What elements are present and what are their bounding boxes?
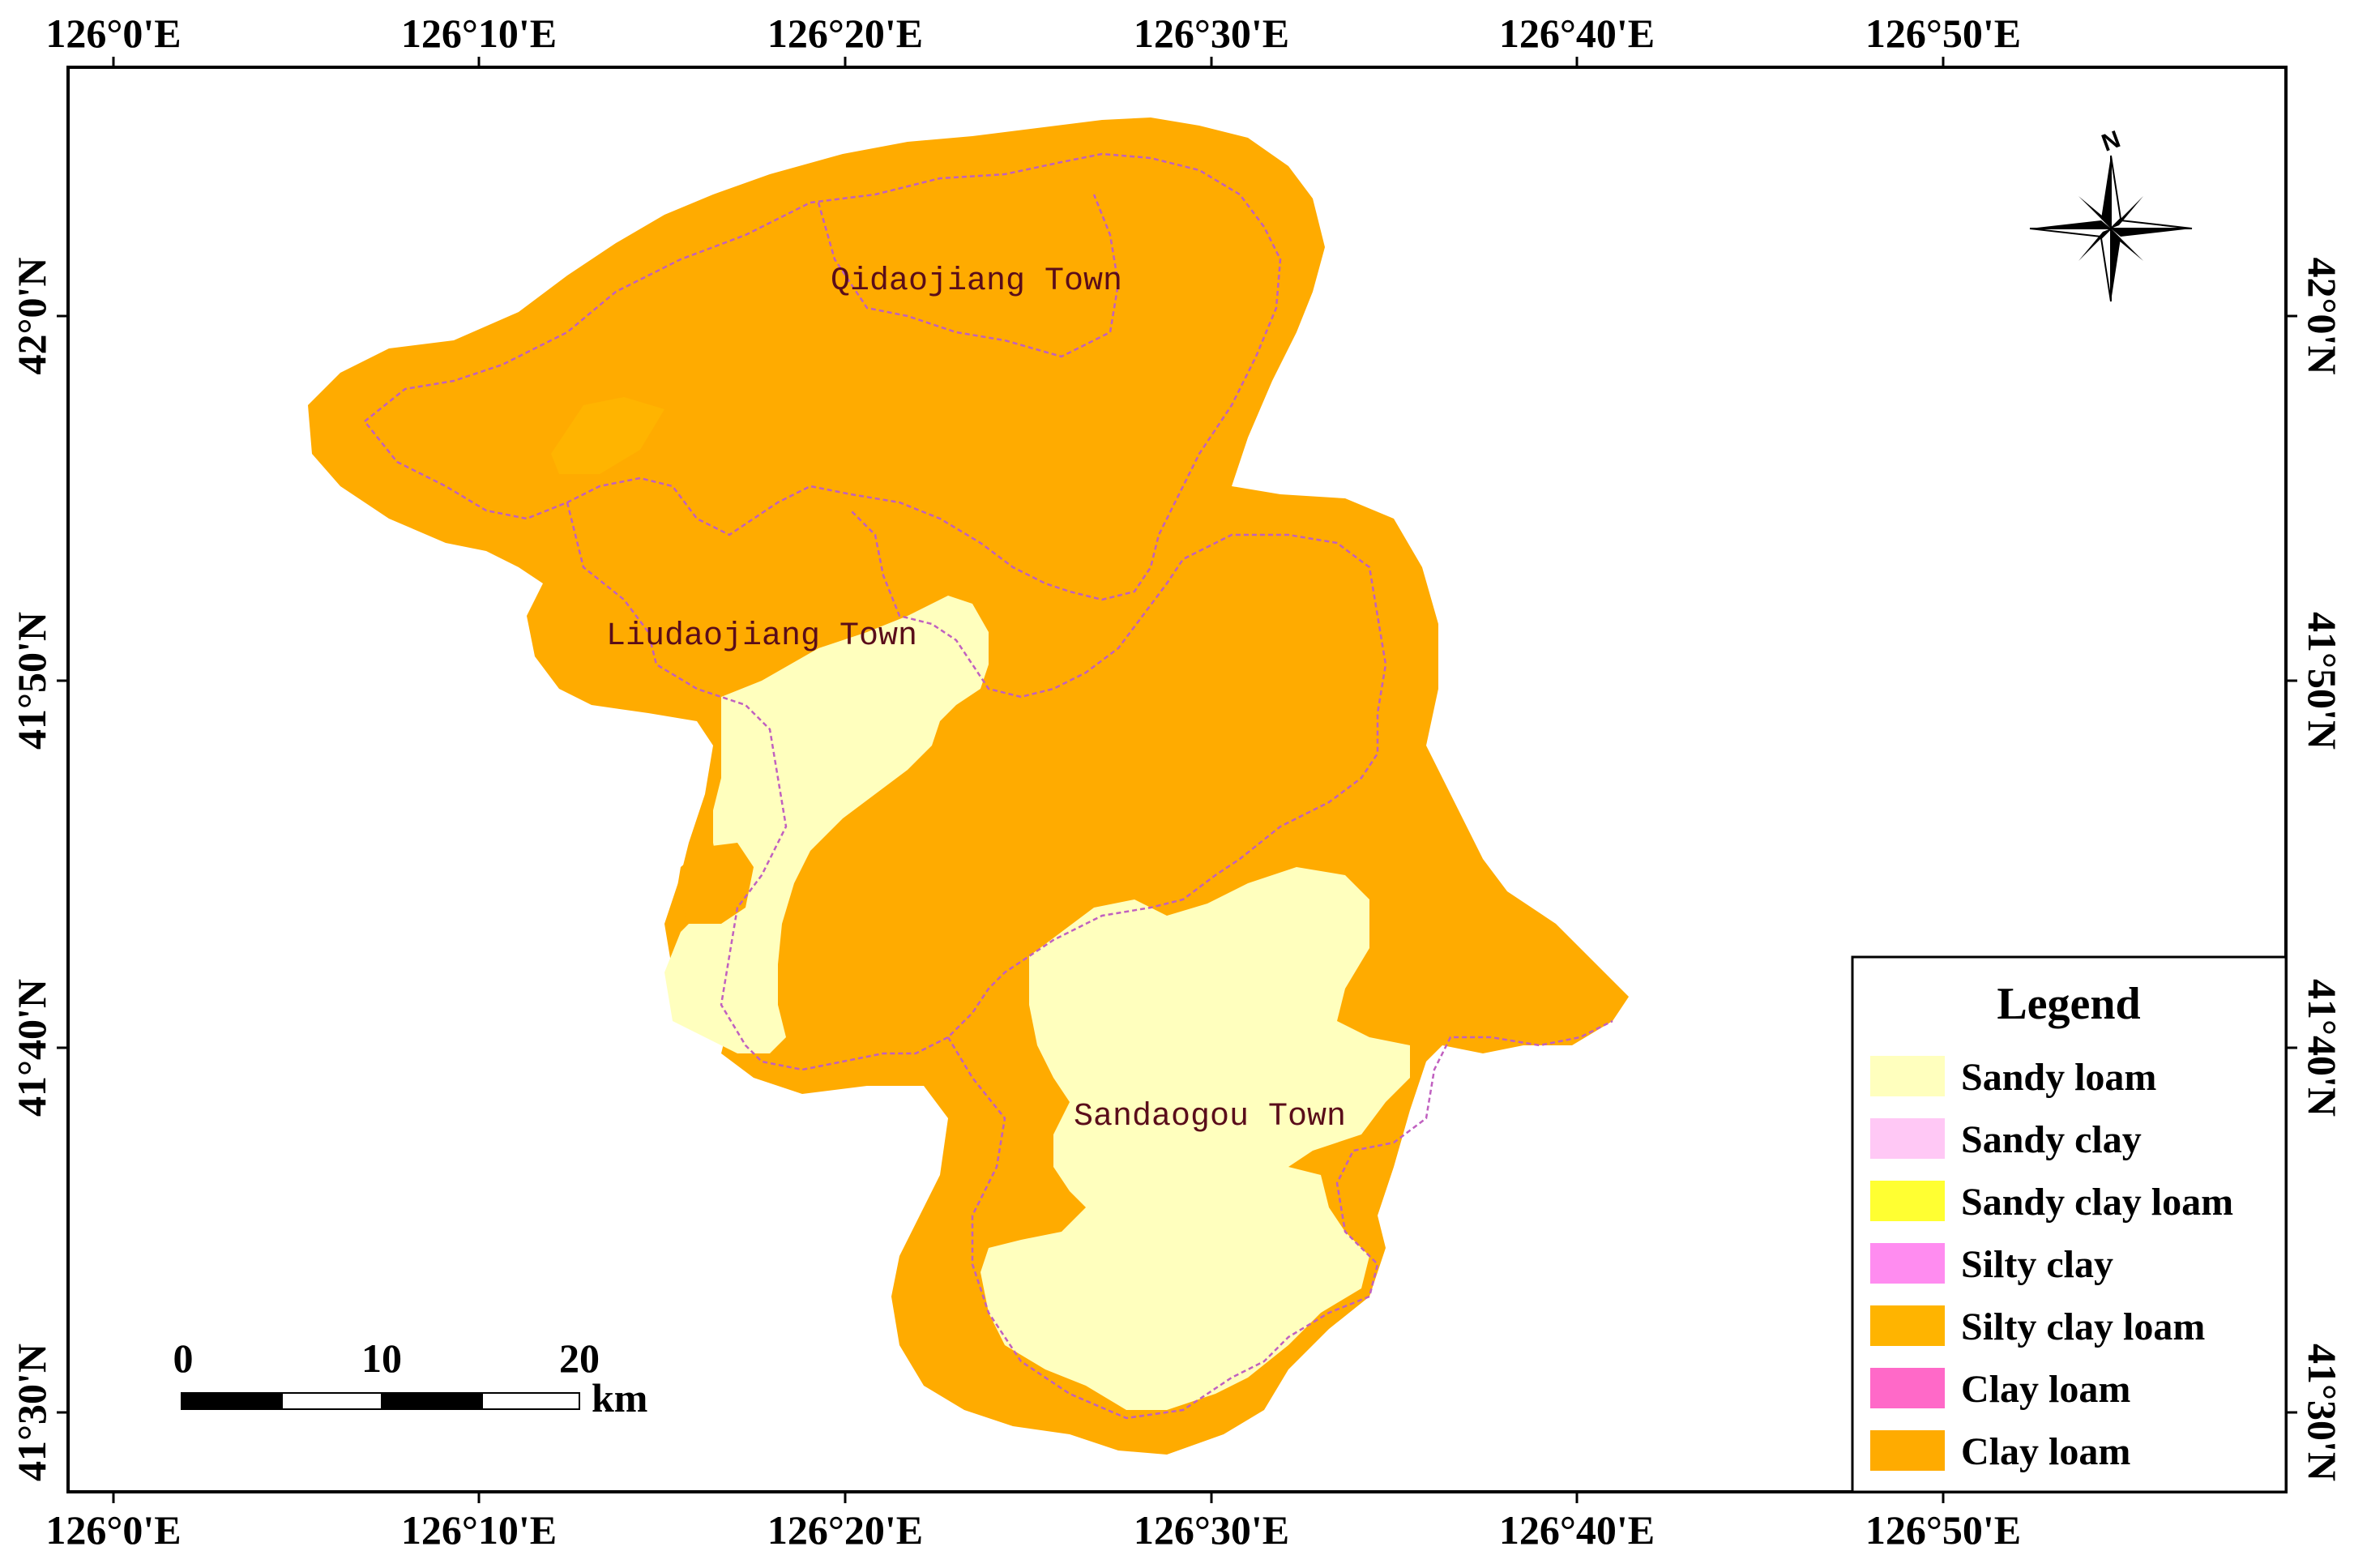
legend-title: Legend xyxy=(1997,979,2140,1029)
lon-label-top: 126°30'E xyxy=(1134,11,1289,56)
scale-bar: 0 10 20 km xyxy=(173,1335,648,1421)
north-arrow-icon: N xyxy=(2029,126,2193,302)
clay-loam-lobe-west xyxy=(677,843,754,924)
sandy-loam-region-liudaojiang xyxy=(664,596,989,1053)
legend-label: Clay loam xyxy=(1961,1368,2130,1411)
lon-label-bottom: 126°20'E xyxy=(767,1507,923,1553)
legend: Legend Sandy loam Sandy clay Sandy clay … xyxy=(1851,955,2288,1493)
sandy-loam-region-sandaogou xyxy=(980,867,1410,1410)
bottom-longitude-labels: 126°0'E 126°10'E 126°20'E 126°30'E 126°4… xyxy=(45,1507,2021,1553)
lat-label-right: 42°0'N xyxy=(2300,258,2345,375)
legend-label: Sandy loam xyxy=(1961,1056,2156,1099)
lon-label-top: 126°10'E xyxy=(401,11,557,56)
lat-label-right: 41°50'N xyxy=(2300,612,2345,750)
legend-label: Silty clay loam xyxy=(1961,1305,2205,1348)
lat-label-left: 41°50'N xyxy=(9,612,54,750)
legend-label: Sandy clay loam xyxy=(1961,1181,2233,1224)
legend-swatch xyxy=(1870,1430,1945,1471)
lat-label-left: 41°30'N xyxy=(9,1344,54,1481)
lon-label-bottom: 126°0'E xyxy=(45,1507,181,1553)
study-area xyxy=(308,117,1629,1455)
scale-label: 0 xyxy=(173,1335,194,1381)
legend-swatch xyxy=(1870,1181,1945,1221)
town-label-qidaojiang: Qidaojiang Town xyxy=(831,263,1122,300)
lat-label-left: 42°0'N xyxy=(9,258,54,375)
left-latitude-labels: 42°0'N 41°50'N 41°40'N 41°30'N xyxy=(9,258,54,1482)
lon-label-top: 126°0'E xyxy=(45,11,181,56)
top-longitude-labels: 126°0'E 126°10'E 126°20'E 126°30'E 126°4… xyxy=(45,11,2021,56)
town-label-liudaojiang: Liudaojiang Town xyxy=(606,618,917,655)
silty-clay-loam-patch xyxy=(551,397,664,474)
lon-label-bottom: 126°10'E xyxy=(401,1507,557,1553)
scale-label: 20 xyxy=(559,1335,600,1381)
scale-label: 10 xyxy=(361,1335,402,1381)
legend-box xyxy=(1851,955,2288,1493)
legend-label: Silty clay xyxy=(1961,1243,2113,1286)
legend-swatch xyxy=(1870,1305,1945,1346)
liudaojiang-boundary xyxy=(566,502,1387,1071)
lat-label-left: 41°40'N xyxy=(9,979,54,1117)
graticule-ticks xyxy=(57,57,2297,1503)
lat-label-right: 41°30'N xyxy=(2300,1344,2345,1481)
scale-unit: km xyxy=(592,1375,647,1421)
lon-label-top: 126°20'E xyxy=(767,11,923,56)
legend-label: Clay loam xyxy=(1961,1430,2130,1473)
lon-label-bottom: 126°40'E xyxy=(1499,1507,1655,1553)
lat-label-right: 41°40'N xyxy=(2300,979,2345,1117)
town-boundaries xyxy=(363,152,1613,1420)
legend-swatch xyxy=(1870,1056,1945,1096)
lon-label-top: 126°50'E xyxy=(1865,11,2021,56)
lon-label-bottom: 126°30'E xyxy=(1134,1507,1289,1553)
qidaojiang-inner-boundary xyxy=(817,194,1120,358)
legend-swatch xyxy=(1870,1243,1945,1284)
town-label-sandaogou: Sandaogou Town xyxy=(1074,1099,1346,1135)
right-latitude-labels: 42°0'N 41°50'N 41°40'N 41°30'N xyxy=(2300,258,2345,1482)
sandaogou-boundary xyxy=(946,1019,1613,1420)
legend-swatch xyxy=(1870,1368,1945,1408)
legend-swatch xyxy=(1870,1118,1945,1159)
legend-label: Sandy clay xyxy=(1961,1118,2142,1161)
lon-label-bottom: 126°50'E xyxy=(1865,1507,2021,1553)
lon-label-top: 126°40'E xyxy=(1499,11,1655,56)
